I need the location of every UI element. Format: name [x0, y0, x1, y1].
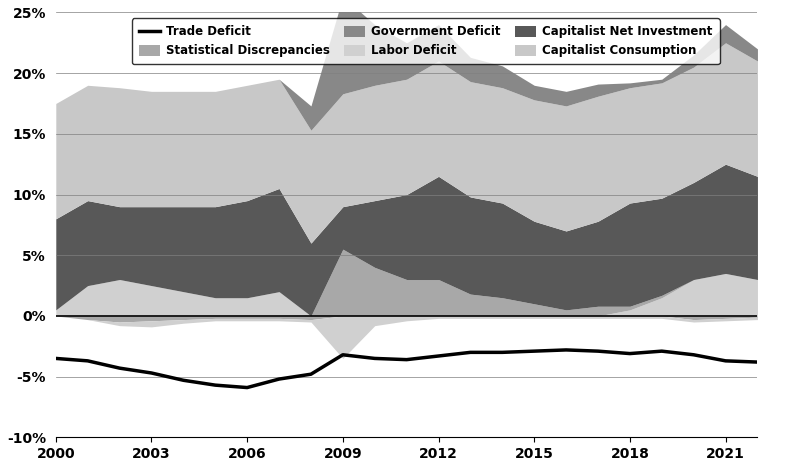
Legend: Trade Deficit, Statistical Discrepancies, Government Deficit, Labor Deficit, Cap: Trade Deficit, Statistical Discrepancies… — [132, 18, 719, 65]
